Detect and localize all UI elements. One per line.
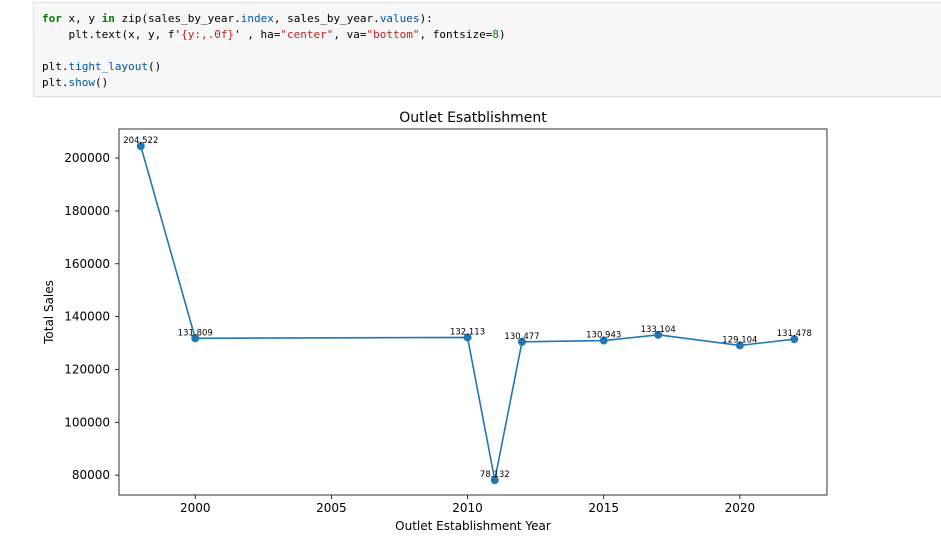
code-token: tight_layout [68,60,148,73]
code-token: () [147,60,162,73]
data-point [790,335,799,344]
data-point [599,336,608,345]
data-point [136,142,145,151]
data-label: 131,478 [777,329,812,339]
code-line: for x, y in zip(sales_by_year.index, sal… [42,11,433,27]
y-tick-label: 120000 [64,362,110,376]
code-line: plt.text(x, y, f'{y:,.0f}' , ha="center"… [42,27,506,43]
code-token: ): [419,12,433,25]
data-point [191,334,200,343]
code-token: for [42,12,62,25]
y-tick-label: 200000 [64,151,110,165]
code-line: plt.tight_layout() [42,59,161,75]
series-line-total-sales [140,145,795,481]
x-axis-label: Outlet Establishment Year [395,519,551,533]
data-label: 204,522 [123,136,158,146]
output-area: Outlet Esatblishment 2000 2005 2010 2015 202… [0,100,941,546]
code-token: plt. [42,76,69,89]
series-markers [136,142,799,485]
data-point [518,337,527,346]
code-token: 8 [492,28,499,41]
code-token: ' , ha= [234,28,281,41]
code-token: values [379,12,420,25]
code-token: , sales_by_year. [273,12,380,25]
plot-frame [118,128,828,496]
code-token: "bottom" [366,28,420,41]
data-labels: 204,522 131,809 132,113 78,132 130,477 130,94… [123,136,812,480]
y-axis: 80000 100000 120000 140000 160000 180000 20000… [64,151,119,482]
x-tick-label: 2020 [725,501,756,515]
data-point [735,341,744,350]
y-tick-label: 100000 [64,415,110,429]
data-label: 78,132 [480,470,510,480]
y-axis-label: Total Sales [42,280,56,345]
code-token: ) [499,28,506,41]
data-point [490,476,499,485]
code-cell[interactable]: for x, y in zip(sales_by_year.index, sal… [33,2,941,97]
code-token: , va= [333,28,367,41]
code-token: index [240,12,274,25]
code-token: plt. [42,60,69,73]
code-token: plt.text(x, y, f' [42,28,182,41]
x-tick-label: 2010 [452,501,483,515]
code-token: {y:,.0f} [181,28,235,41]
code-token: () [95,76,109,89]
code-line: plt.show() [42,75,108,91]
line-chart: Outlet Esatblishment 2000 2005 2010 2015 202… [42,110,828,533]
x-axis: 2000 2005 2010 2015 2020 [180,495,755,515]
data-label: 133,104 [641,325,676,335]
chart-title: Outlet Esatblishment [399,110,547,126]
data-label: 130,943 [586,331,621,341]
code-token: "center" [280,28,334,41]
x-tick-label: 2000 [180,501,211,515]
y-tick-label: 80000 [72,468,110,482]
code-token: in [101,12,115,25]
data-point [654,330,663,339]
code-token: show [68,76,96,89]
data-label: 129,104 [722,335,757,345]
data-label: 131,809 [178,328,213,338]
y-tick-label: 160000 [64,257,110,271]
y-tick-label: 180000 [64,204,110,218]
code-token: , fontsize= [419,28,493,41]
x-tick-label: 2005 [316,501,347,515]
code-token: x, y [61,12,102,25]
data-label: 130,477 [504,332,539,342]
code-token: zip(sales_by_year. [114,12,241,25]
y-tick-label: 140000 [64,310,110,324]
data-label: 132,113 [450,327,485,337]
x-tick-label: 2015 [588,501,619,515]
data-point [463,333,472,342]
